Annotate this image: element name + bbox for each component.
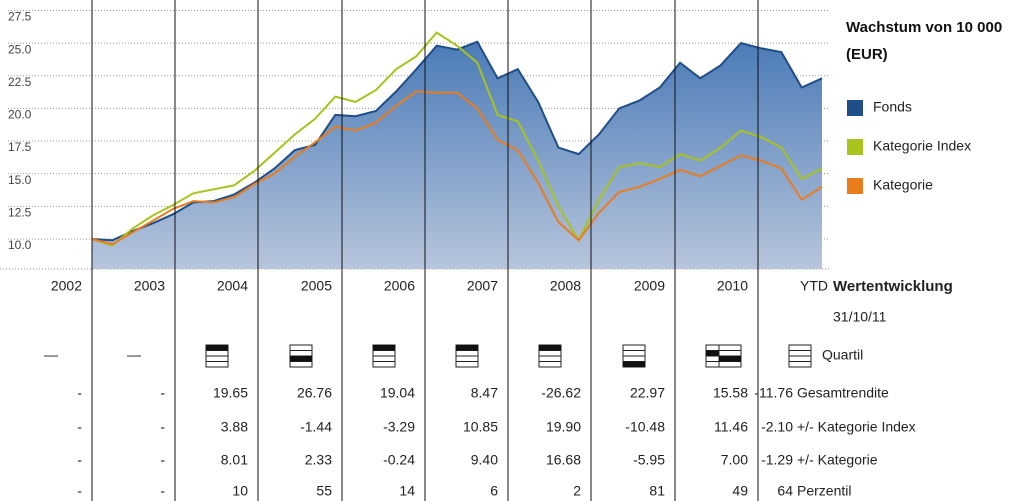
- quartile-icon: [372, 344, 396, 368]
- table-cell: 19.65: [213, 385, 248, 401]
- quartile-fill: [719, 356, 741, 362]
- table-cell: 64: [777, 483, 793, 499]
- quartile-missing: —: [44, 347, 58, 363]
- table-cell: -: [160, 419, 165, 435]
- table-cell: -: [77, 483, 82, 499]
- column-header: 2009: [634, 278, 665, 294]
- table-cell: 3.88: [221, 419, 248, 435]
- quartile-icon: [205, 344, 229, 368]
- table-cell: 49: [732, 483, 748, 499]
- quartile-fill: [539, 345, 561, 351]
- quartile-legend-icon: [788, 344, 812, 368]
- series-line: [91, 90, 823, 246]
- column-header: 2005: [301, 278, 332, 294]
- legend-swatch: [847, 178, 863, 194]
- quartile-icon: [538, 344, 562, 368]
- quartile-fill: [206, 345, 228, 351]
- table-cell: 2.33: [305, 452, 332, 468]
- table-cell: -0.24: [383, 452, 415, 468]
- table-cell: 8.47: [471, 385, 498, 401]
- quartile-icon: [718, 344, 742, 368]
- quartile-fill: [290, 356, 312, 362]
- column-header: 2006: [384, 278, 415, 294]
- table-cell: -: [77, 419, 82, 435]
- table-cell: 9.40: [471, 452, 498, 468]
- quartile-fill: [706, 350, 728, 356]
- y-tick-label: 25.0: [8, 42, 32, 56]
- quartile-missing: —: [127, 347, 141, 363]
- table-cell: -1.44: [300, 419, 332, 435]
- y-tick-label: 15.0: [8, 173, 32, 187]
- table-cell: -: [77, 385, 82, 401]
- quartile-fill: [373, 345, 395, 351]
- table-cell: 15.58: [713, 385, 748, 401]
- column-header: 2008: [550, 278, 581, 294]
- table-cell: 10: [232, 483, 248, 499]
- table-header-label: Wertentwicklung: [833, 278, 953, 295]
- table-cell: 6: [490, 483, 498, 499]
- row-label: +/- Kategorie: [797, 452, 878, 468]
- table-cell: 22.97: [630, 385, 665, 401]
- series-line: [91, 31, 823, 247]
- y-tick-label: 22.5: [8, 75, 32, 89]
- row-label: Quartil: [822, 347, 863, 363]
- row-label: +/- Kategorie Index: [797, 419, 916, 435]
- column-header: 2010: [717, 278, 748, 294]
- y-tick-label: 20.0: [8, 108, 32, 122]
- table-cell: 8.01: [221, 452, 248, 468]
- table-cell: 81: [649, 483, 665, 499]
- table-cell: -26.62: [541, 385, 581, 401]
- y-tick-label: 10.0: [8, 238, 32, 252]
- table-cell: 26.76: [297, 385, 332, 401]
- quartile-icon: [289, 344, 313, 368]
- row-label: Perzentil: [797, 483, 851, 499]
- table-cell: -2.10: [761, 419, 793, 435]
- quartile-fill: [456, 345, 478, 351]
- row-label: Gesamtrendite: [797, 385, 889, 401]
- legend-swatch: [847, 100, 863, 116]
- table-cell: 10.85: [463, 419, 498, 435]
- table-cell: 7.00: [721, 452, 748, 468]
- y-tick-label: 17.5: [8, 140, 32, 154]
- legend-label: Kategorie Index: [873, 138, 971, 154]
- table-cell: 16.68: [546, 452, 581, 468]
- column-header: 2007: [467, 278, 498, 294]
- table-cell: -3.29: [383, 419, 415, 435]
- column-header: 2002: [51, 278, 82, 294]
- quartile-fill: [623, 361, 645, 367]
- table-cell: 19.04: [380, 385, 415, 401]
- table-cell: 19.90: [546, 419, 581, 435]
- table-cell: 14: [399, 483, 415, 499]
- table-date: 31/10/11: [833, 309, 887, 325]
- column-header: 2003: [134, 278, 165, 294]
- series-line: [91, 40, 823, 242]
- legend-title: Wachstum von 10 000 (EUR): [846, 19, 1003, 63]
- area: [92, 41, 822, 269]
- table-cell: 2: [573, 483, 581, 499]
- quartile-icon: [622, 344, 646, 368]
- quartile-icon: [455, 344, 479, 368]
- y-tick-label: 12.5: [8, 205, 32, 219]
- table-cell: -: [77, 452, 82, 468]
- column-header: 2004: [217, 278, 248, 294]
- table-cell: -1.29: [761, 452, 793, 468]
- legend-swatch: [847, 139, 863, 155]
- table-cell: -10.48: [625, 419, 665, 435]
- table-cell: -11.76: [754, 385, 793, 401]
- y-tick-label: 27.5: [8, 10, 32, 24]
- table-cell: -: [160, 385, 165, 401]
- legend-label: Fonds: [873, 99, 912, 115]
- legend-label: Kategorie: [873, 177, 933, 193]
- table-cell: 55: [316, 483, 332, 499]
- table-cell: -5.95: [633, 452, 665, 468]
- column-header: YTD: [800, 278, 828, 294]
- table-cell: 11.46: [714, 419, 748, 435]
- table-cell: -: [160, 483, 165, 499]
- table-cell: -: [160, 452, 165, 468]
